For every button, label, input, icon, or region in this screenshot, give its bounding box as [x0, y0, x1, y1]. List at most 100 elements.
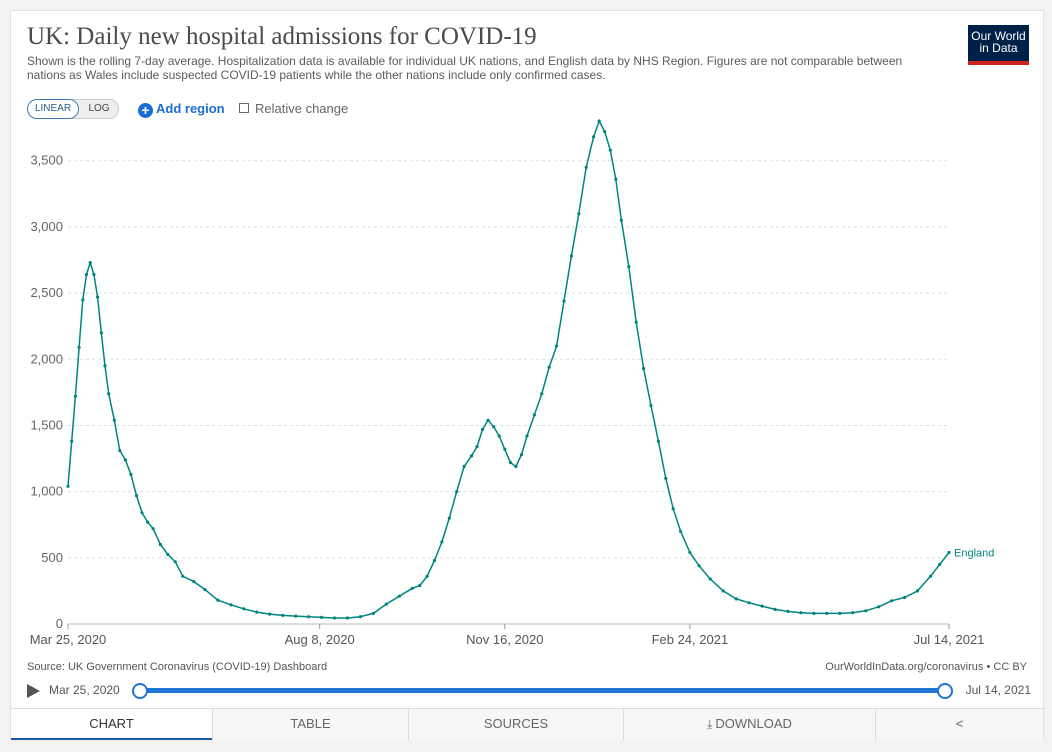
data-point	[734, 597, 738, 601]
data-point	[938, 562, 942, 567]
data-point	[440, 540, 444, 544]
data-point	[864, 609, 868, 613]
data-point	[851, 611, 855, 615]
data-point	[514, 464, 518, 469]
y-tick-label: 1,000	[30, 484, 63, 499]
data-point	[664, 476, 668, 480]
data-point	[708, 577, 712, 581]
data-point	[281, 613, 285, 618]
x-tick-label: Mar 25, 2020	[30, 632, 107, 647]
add-region-button[interactable]: + Add region	[138, 99, 225, 119]
timeline-end-handle[interactable]	[937, 683, 953, 699]
plus-icon: +	[138, 103, 153, 118]
tab-share[interactable]: <	[875, 709, 1043, 740]
data-point	[915, 589, 920, 593]
url-license[interactable]: OurWorldInData.org/coronavirus • CC BY	[825, 661, 1027, 673]
data-point	[118, 449, 122, 453]
owid-logo[interactable]: Our World in Data	[968, 25, 1029, 65]
data-point	[432, 558, 437, 563]
tab-sources-label: SOURCES	[483, 716, 549, 731]
data-point	[562, 299, 566, 303]
source-note[interactable]: Source: UK Government Coronavirus (COVID…	[27, 661, 328, 673]
data-point	[73, 394, 77, 398]
data-point	[671, 507, 675, 511]
x-tick-label: Aug 8, 2020	[285, 632, 355, 647]
data-point	[947, 550, 951, 555]
data-point	[358, 615, 362, 619]
data-point	[81, 298, 85, 302]
data-point	[492, 425, 496, 429]
linear-scale-button[interactable]: LINEAR	[27, 99, 79, 119]
data-point	[320, 615, 324, 620]
line-chart: 0 500 1,000 1,500 2,000 2,500 3,000 3,500 Mar 25…	[30, 119, 994, 647]
data-point	[77, 345, 81, 349]
page-title: UK: Daily new hospital admissions for CO…	[27, 23, 537, 50]
data-point	[96, 295, 100, 299]
data-point	[475, 445, 479, 449]
tab-table[interactable]: TABLE	[212, 709, 408, 740]
data-point	[129, 472, 133, 476]
data-point	[384, 602, 388, 606]
data-point	[255, 610, 259, 614]
data-point	[688, 550, 692, 555]
data-point	[799, 611, 803, 615]
y-tick-label: 2,500	[30, 285, 63, 300]
data-point	[84, 272, 89, 277]
data-point	[158, 543, 163, 547]
tab-chart[interactable]: CHART	[11, 709, 212, 740]
data-point	[173, 560, 177, 564]
data-point	[614, 177, 618, 181]
data-point	[203, 588, 207, 592]
data-point	[107, 392, 111, 396]
data-point	[397, 594, 401, 598]
data-point	[486, 418, 490, 422]
data-point	[592, 135, 596, 139]
data-point	[103, 364, 107, 368]
data-point	[497, 434, 501, 438]
download-icon: ⤓	[707, 717, 713, 731]
data-point	[242, 607, 246, 611]
data-point	[656, 439, 661, 443]
y-tick-label: 500	[41, 550, 63, 565]
data-point	[890, 599, 894, 603]
log-scale-button[interactable]: LOG	[88, 103, 110, 114]
data-point	[603, 130, 607, 134]
data-point	[747, 601, 751, 605]
data-point	[584, 165, 588, 169]
logo-line-1: Our World	[971, 29, 1026, 43]
data-point	[642, 366, 646, 371]
data-point	[812, 611, 816, 616]
tab-download[interactable]: ⤓ DOWNLOAD	[623, 709, 875, 740]
chart-subtitle: Shown is the rolling 7-day average. Hosp…	[27, 54, 903, 82]
y-tick-label: 1,500	[30, 417, 63, 432]
y-tick-label: 2,000	[30, 351, 63, 366]
tab-chart-label: CHART	[89, 716, 134, 731]
data-point	[462, 464, 466, 469]
data-point	[547, 365, 551, 369]
data-point	[345, 616, 350, 620]
data-point	[181, 574, 185, 578]
tab-sources[interactable]: SOURCES	[408, 709, 623, 740]
add-region-label: Add region	[156, 101, 225, 116]
tab-download-label: DOWNLOAD	[715, 716, 792, 731]
data-point	[555, 344, 559, 348]
relative-change-toggle[interactable]: Relative change	[239, 99, 348, 119]
checkbox-icon[interactable]	[239, 103, 249, 113]
data-point	[773, 607, 777, 612]
data-point	[697, 564, 701, 568]
data-point	[825, 611, 829, 616]
timeline-start-handle[interactable]	[132, 683, 148, 699]
data-point	[371, 611, 375, 616]
data-point	[418, 584, 422, 588]
logo-line-2: in Data	[979, 41, 1018, 55]
data-point	[455, 490, 459, 494]
data-point	[447, 516, 451, 520]
play-icon[interactable]	[27, 684, 40, 698]
data-point	[838, 611, 842, 616]
data-point	[425, 574, 429, 578]
data-point	[679, 529, 683, 533]
data-point	[540, 392, 544, 396]
x-tick-label: Jul 14, 2021	[914, 632, 985, 647]
timeline-track[interactable]	[132, 683, 953, 699]
data-point	[721, 589, 725, 593]
